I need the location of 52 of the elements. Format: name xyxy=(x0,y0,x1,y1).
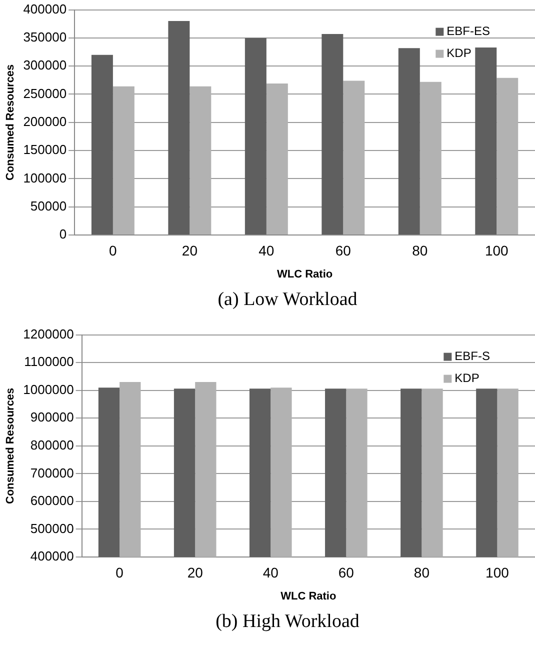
x-tick-label: 60 xyxy=(338,564,354,580)
x-tick-label: 0 xyxy=(116,564,124,580)
bar xyxy=(398,48,420,234)
y-tick-label: 250000 xyxy=(23,86,67,101)
y-axis-title: Consumed Resources xyxy=(4,64,17,180)
bar xyxy=(496,78,518,234)
y-tick-label: 200000 xyxy=(23,114,67,129)
bar xyxy=(266,84,288,234)
legend-label: EBF-S xyxy=(454,349,490,364)
y-tick-label: 400000 xyxy=(30,548,74,564)
x-tick-label: 100 xyxy=(486,564,510,580)
y-tick-label: 700000 xyxy=(30,465,74,480)
x-tick-label: 20 xyxy=(182,242,198,258)
text: (b) High Workload xyxy=(214,610,360,634)
bar xyxy=(244,38,266,234)
legend-label: KDP xyxy=(446,46,472,60)
y-axis-title: Consumed Resources xyxy=(4,388,17,504)
y-tick-label: 50000 xyxy=(30,198,67,214)
y-tick-label: 1100000 xyxy=(24,354,74,370)
y-tick-label: 150000 xyxy=(23,142,67,158)
y-tick-label: 1000000 xyxy=(23,382,74,397)
legend-label: KDP xyxy=(454,371,480,386)
x-axis-title: WLC Ratio xyxy=(280,590,336,602)
bar xyxy=(322,34,344,234)
y-tick-label: 0 xyxy=(59,226,67,242)
bar xyxy=(168,21,190,234)
x-axis-title: WLC Ratio xyxy=(276,268,333,280)
y-tick-label: 600000 xyxy=(30,493,74,508)
y-tick-label: 400000 xyxy=(23,1,67,16)
y-tick-label: 900000 xyxy=(30,410,74,425)
bar xyxy=(112,86,134,234)
bar xyxy=(343,80,365,234)
x-tick-label: 0 xyxy=(109,242,118,258)
y-tick-label: 1200000 xyxy=(23,326,74,342)
bar xyxy=(475,48,497,234)
x-tick-label: 20 xyxy=(187,564,204,580)
x-tick-label: 100 xyxy=(484,242,509,258)
legend-label: EBF-ES xyxy=(446,24,490,38)
bar xyxy=(190,86,212,234)
y-tick-label: 500000 xyxy=(30,520,74,536)
y-tick-label: 800000 xyxy=(30,437,74,452)
x-tick-label: 80 xyxy=(412,242,428,258)
x-tick-label: 80 xyxy=(414,564,430,580)
text: (a) Low Workload xyxy=(216,288,358,312)
bar xyxy=(420,82,442,234)
y-tick-label: 100000 xyxy=(23,170,67,186)
x-tick-label: 40 xyxy=(258,242,274,258)
x-tick-label: 40 xyxy=(262,564,279,580)
y-tick-label: 300000 xyxy=(23,58,67,73)
y-tick-label: 350000 xyxy=(23,30,67,45)
bar xyxy=(91,54,113,234)
x-tick-label: 60 xyxy=(335,242,352,258)
